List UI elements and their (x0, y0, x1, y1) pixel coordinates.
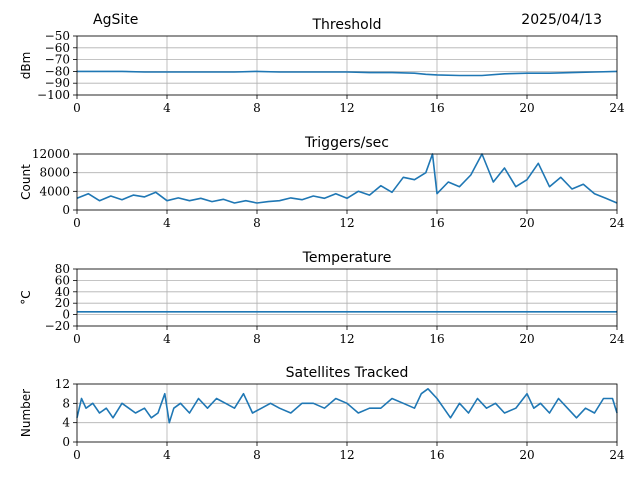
y-tick-label: −20 (45, 319, 70, 333)
x-tick-label: 8 (253, 216, 261, 230)
y-tick-label: −90 (45, 76, 70, 90)
y-tick-label: −50 (45, 29, 70, 43)
y-axis-label: Number (19, 389, 33, 437)
y-tick-label: 80 (55, 262, 70, 276)
chart-panel-1: 0 4 8 12 16 20 24 −100−90−80−70−60−50 Threshold d… (19, 17, 625, 115)
y-tick-label: 8 (62, 396, 70, 410)
y-tick-label: −100 (37, 88, 70, 102)
y-tick-label: 8000 (39, 166, 70, 180)
x-tick-label: 20 (519, 332, 534, 346)
y-axis-label: dBm (19, 52, 33, 80)
x-tick-label: 4 (163, 448, 171, 462)
site-name: AgSite (93, 12, 139, 28)
y-axis-label: °C (19, 290, 33, 304)
x-tick-label: 16 (429, 448, 444, 462)
x-tick-label: 4 (163, 332, 171, 346)
y-tick-label: 0 (62, 435, 70, 449)
y-tick-label: 12000 (32, 147, 70, 161)
x-tick-label: 16 (429, 101, 444, 115)
y-tick-label: 12 (55, 377, 70, 391)
x-tick-label: 0 (73, 448, 81, 462)
chart-title: Triggers/sec (304, 135, 389, 151)
y-tick-label: 4 (62, 416, 70, 430)
x-tick-label: 0 (73, 332, 81, 346)
x-tick-label: 20 (519, 101, 534, 115)
x-tick-label: 12 (339, 101, 354, 115)
x-tick-label: 8 (253, 332, 261, 346)
y-axis-label: Count (19, 164, 33, 200)
x-tick-label: 0 (73, 101, 81, 115)
x-tick-label: 20 (519, 448, 534, 462)
y-tick-label: 4000 (39, 184, 70, 198)
series-line (77, 70, 618, 77)
x-tick-label: 8 (253, 101, 261, 115)
chart-panel-4: 0 4 8 12 16 20 24 0 4 8 12 Satellites Tracked Number (19, 365, 625, 462)
x-tick-label: 24 (609, 332, 625, 346)
x-tick-label: 12 (339, 216, 354, 230)
x-tick-label: 24 (609, 101, 625, 115)
x-tick-label: 8 (253, 448, 261, 462)
x-tick-label: 24 (609, 216, 625, 230)
series-line (76, 387, 618, 424)
series-line (76, 153, 618, 204)
date-label: 2025/04/13 (521, 12, 602, 28)
chart-panel-2: 0 4 8 12 16 20 24 0 4000 8000 12000 Triggers/sec Cou… (19, 135, 625, 230)
x-tick-label: 20 (519, 216, 534, 230)
x-tick-label: 24 (609, 448, 625, 462)
chart-title: Temperature (302, 250, 392, 266)
y-tick-label: 0 (62, 308, 70, 322)
chart-title: Threshold (312, 17, 382, 33)
y-tick-label: 60 (55, 273, 70, 287)
x-tick-label: 12 (339, 448, 354, 462)
y-tick-label: 20 (55, 296, 70, 310)
x-tick-label: 16 (429, 332, 444, 346)
chart-title: Satellites Tracked (286, 365, 409, 381)
y-tick-label: 0 (62, 203, 70, 217)
x-tick-label: 12 (339, 332, 354, 346)
x-tick-label: 4 (163, 216, 171, 230)
x-tick-label: 4 (163, 101, 171, 115)
y-tick-label: −70 (45, 53, 70, 67)
y-tick-label: 40 (55, 285, 70, 299)
x-tick-label: 16 (429, 216, 444, 230)
y-tick-label: −60 (45, 41, 70, 55)
y-tick-label: −80 (45, 64, 70, 78)
x-tick-label: 0 (73, 216, 81, 230)
